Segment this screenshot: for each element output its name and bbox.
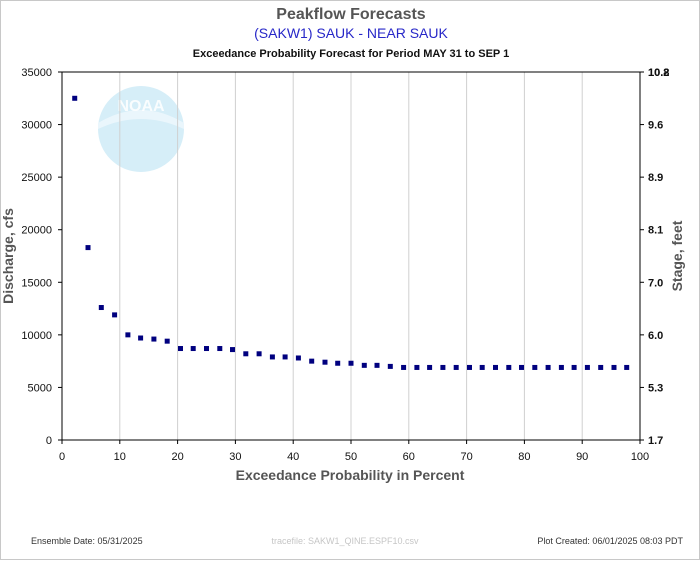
y2-tick-label: 8.1 — [648, 225, 663, 237]
data-point — [204, 346, 209, 352]
plot-created: Plot Created: 06/01/2025 08:03 PDT — [537, 536, 683, 546]
data-point — [624, 364, 630, 370]
data-point — [387, 363, 393, 369]
data-point — [282, 354, 288, 360]
data-point — [361, 362, 367, 368]
data-point — [466, 364, 472, 370]
x-tick-label: 40 — [287, 451, 299, 463]
data-point — [164, 338, 170, 344]
y-tick-label: 35000 — [21, 67, 52, 79]
y2-tick-label: 10.2 — [648, 67, 669, 79]
data-point — [440, 364, 446, 370]
y2-tick-label: 10.8 — [648, 67, 669, 79]
data-point — [125, 332, 131, 338]
x-tick-label: 60 — [403, 451, 415, 463]
data-point — [453, 364, 459, 370]
x-axis-label: Exceedance Probability in Percent — [236, 467, 465, 483]
data-point — [335, 360, 341, 366]
data-point — [532, 364, 538, 370]
y2-tick-label: 1.7 — [648, 435, 663, 447]
y2-tick-label: 9.6 — [648, 120, 663, 132]
station-subtitle: (SAKW1) SAUK - NEAR SAUK — [254, 25, 448, 41]
data-point — [72, 95, 78, 101]
data-point — [85, 245, 91, 251]
y-tick-label: 10000 — [21, 330, 52, 342]
x-tick-label: 70 — [460, 451, 472, 463]
data-point — [506, 364, 512, 370]
data-point — [519, 364, 525, 370]
data-point — [295, 355, 301, 361]
noaa-watermark-icon: NOAA — [98, 86, 184, 172]
data-point — [112, 312, 118, 318]
data-point — [427, 364, 433, 370]
y-axis-label: Discharge, cfs — [1, 208, 16, 304]
x-tick-label: 0 — [59, 451, 65, 463]
ensemble-date: Ensemble Date: 05/31/2025 — [31, 536, 143, 546]
y-tick-label: 15000 — [21, 277, 52, 289]
data-point — [584, 364, 590, 370]
x-tick-label: 50 — [345, 451, 357, 463]
data-point — [611, 364, 617, 370]
y-tick-label: 25000 — [21, 172, 52, 184]
data-point — [545, 364, 551, 370]
data-point — [151, 336, 157, 342]
data-point — [374, 362, 380, 368]
y-tick-label: 30000 — [21, 120, 52, 132]
y2-tick-label: 6.0 — [648, 330, 663, 342]
y2-tick-label: 8.9 — [648, 172, 663, 184]
data-point — [493, 364, 498, 370]
data-point — [414, 364, 420, 370]
x-tick-label: 80 — [518, 451, 530, 463]
data-point — [598, 364, 604, 370]
data-point — [401, 364, 407, 370]
chart-title: Peakflow Forecasts — [276, 6, 426, 23]
data-point — [479, 364, 485, 370]
data-point — [230, 347, 236, 353]
data-point — [177, 346, 183, 352]
data-point — [190, 346, 196, 352]
period-subtitle: Exceedance Probability Forecast for Peri… — [193, 48, 509, 60]
y-tick-label: 0 — [46, 435, 52, 447]
data-point — [98, 305, 104, 311]
y2-tick-label: 7.0 — [648, 277, 663, 289]
data-point — [322, 359, 328, 365]
data-point — [348, 360, 354, 366]
x-tick-label: 20 — [171, 451, 183, 463]
data-point — [243, 351, 249, 357]
y2-tick-label: 5.3 — [648, 382, 663, 394]
x-tick-label: 100 — [631, 451, 649, 463]
watermark-text: NOAA — [117, 98, 165, 115]
x-tick-label: 90 — [576, 451, 588, 463]
data-point — [217, 346, 223, 352]
x-tick-label: 10 — [114, 451, 126, 463]
data-point — [138, 335, 144, 341]
data-point — [256, 351, 262, 357]
data-point — [571, 364, 577, 370]
data-point — [558, 364, 564, 370]
y-tick-label: 5000 — [28, 382, 52, 394]
data-point — [269, 354, 275, 360]
y2-axis-label: Stage, feet — [669, 220, 685, 291]
y-tick-label: 20000 — [21, 225, 52, 237]
tracefile-label: tracefile: SAKW1_QINE.ESPF10.csv — [271, 536, 419, 546]
data-point — [309, 358, 315, 364]
x-tick-label: 30 — [229, 451, 241, 463]
